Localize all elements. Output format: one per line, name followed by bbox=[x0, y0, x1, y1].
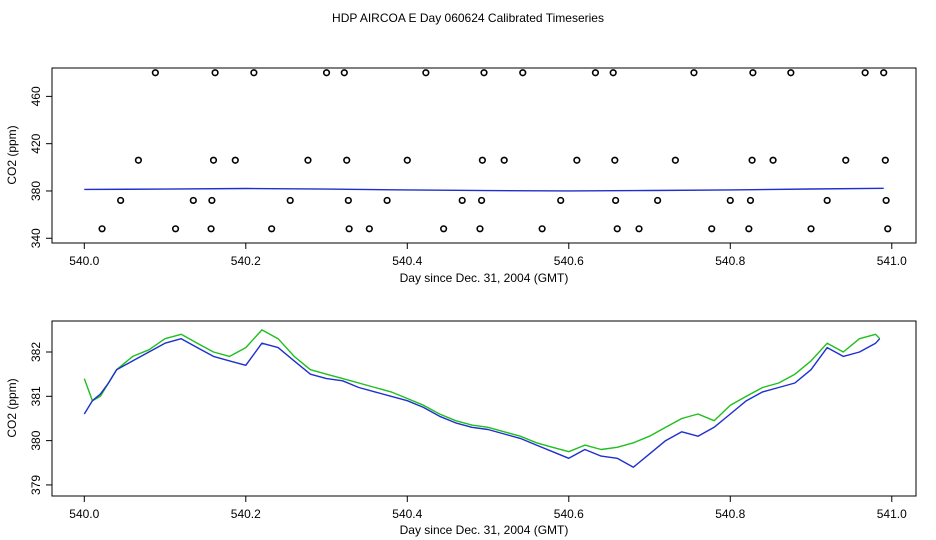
x-axis-bottom: 540.0 540.2 540.4 540.6 540.8 541.0 bbox=[69, 496, 907, 521]
data-point bbox=[842, 156, 850, 164]
data-point bbox=[635, 225, 643, 233]
data-point bbox=[745, 225, 753, 233]
data-point bbox=[609, 69, 617, 77]
data-point bbox=[171, 225, 180, 233]
data-point bbox=[654, 196, 662, 205]
x-tick-label: 540.2 bbox=[231, 507, 261, 521]
data-point bbox=[286, 196, 294, 205]
data-point bbox=[882, 196, 890, 205]
data-point bbox=[322, 69, 331, 77]
y-axis-label-bottom: CO2 (ppm) bbox=[5, 378, 19, 437]
y-tick-label: 379 bbox=[29, 475, 43, 495]
y-tick-label: 380 bbox=[29, 181, 43, 201]
x-tick-label: 540.4 bbox=[392, 507, 422, 521]
x-tick-label: 540.0 bbox=[69, 254, 99, 268]
x-tick-label: 540.8 bbox=[715, 254, 745, 268]
data-point bbox=[340, 69, 348, 77]
data-point bbox=[117, 196, 125, 205]
data-point bbox=[748, 156, 756, 164]
blue-series-line bbox=[83, 338, 881, 468]
green-series-line bbox=[83, 329, 881, 453]
data-point bbox=[807, 225, 815, 233]
panel-top: 540.0 540.2 540.4 540.6 540.8 541.0 340 380 420… bbox=[5, 67, 917, 285]
data-point bbox=[726, 196, 734, 205]
data-point bbox=[611, 156, 619, 164]
x-tick-label: 540.2 bbox=[231, 254, 261, 268]
data-point bbox=[476, 225, 484, 233]
x-tick-label: 540.6 bbox=[554, 254, 584, 268]
y-axis-top: 340 380 420 460 bbox=[29, 86, 52, 248]
data-point bbox=[383, 196, 391, 205]
data-point bbox=[422, 69, 430, 77]
data-point bbox=[207, 225, 215, 233]
blue-series-line bbox=[84, 187, 884, 192]
data-point bbox=[746, 196, 755, 205]
data-point bbox=[189, 196, 197, 205]
x-tick-label: 541.0 bbox=[877, 254, 907, 268]
y-tick-label: 381 bbox=[29, 386, 43, 406]
data-point bbox=[612, 196, 620, 205]
x-tick-label: 540.8 bbox=[715, 507, 745, 521]
data-point bbox=[690, 69, 698, 77]
data-point bbox=[151, 69, 159, 77]
data-point bbox=[538, 225, 546, 233]
data-point bbox=[671, 156, 679, 164]
y-tick-label: 420 bbox=[29, 133, 43, 153]
data-point bbox=[343, 156, 351, 164]
data-point bbox=[268, 225, 276, 233]
series-layer-bottom bbox=[83, 329, 881, 468]
data-point bbox=[477, 196, 486, 205]
plot-frame-top bbox=[51, 67, 917, 244]
data-point bbox=[345, 225, 353, 233]
x-tick-label: 540.0 bbox=[69, 507, 99, 521]
data-point bbox=[708, 225, 716, 233]
series-layer-top bbox=[84, 69, 892, 233]
data-point bbox=[250, 69, 258, 77]
data-point bbox=[344, 196, 352, 205]
data-point bbox=[480, 69, 488, 77]
data-point bbox=[823, 196, 831, 205]
x-axis-top: 540.0 540.2 540.4 540.6 540.8 541.0 bbox=[69, 243, 907, 268]
data-point bbox=[211, 69, 219, 77]
data-point bbox=[769, 156, 777, 164]
x-tick-label: 540.6 bbox=[554, 507, 584, 521]
data-point bbox=[304, 156, 312, 164]
data-point bbox=[458, 196, 466, 205]
data-point bbox=[573, 156, 581, 164]
y-tick-label: 460 bbox=[29, 86, 43, 106]
data-point bbox=[403, 156, 411, 164]
y-tick-label: 340 bbox=[29, 228, 43, 248]
data-point bbox=[787, 69, 795, 77]
data-point bbox=[557, 196, 565, 205]
data-point bbox=[519, 69, 527, 77]
data-point bbox=[478, 156, 486, 164]
data-point bbox=[208, 196, 216, 205]
x-axis-label-top: Day since Dec. 31, 2004 (GMT) bbox=[400, 271, 569, 285]
data-point bbox=[231, 156, 239, 164]
data-point bbox=[365, 225, 373, 233]
data-point bbox=[881, 156, 889, 164]
data-point bbox=[613, 225, 621, 233]
panel-bottom: 540.0 540.2 540.4 540.6 540.8 541.0 379 380 381… bbox=[5, 320, 917, 537]
data-point bbox=[880, 69, 888, 77]
data-point bbox=[500, 156, 508, 164]
y-axis-bottom: 379 380 381 382 bbox=[29, 342, 52, 495]
x-axis-label-bottom: Day since Dec. 31, 2004 (GMT) bbox=[400, 523, 569, 537]
plot-frame-bottom bbox=[51, 320, 917, 497]
data-point bbox=[98, 225, 106, 233]
data-point bbox=[134, 156, 142, 164]
y-tick-label: 382 bbox=[29, 342, 43, 362]
x-tick-label: 541.0 bbox=[877, 507, 907, 521]
x-tick-label: 540.4 bbox=[392, 254, 422, 268]
data-point bbox=[591, 69, 600, 77]
data-point bbox=[209, 156, 218, 164]
data-point bbox=[861, 69, 869, 77]
figure-title: HDP AIRCOA E Day 060624 Calibrated Times… bbox=[332, 11, 604, 25]
data-point bbox=[440, 225, 448, 233]
data-point bbox=[749, 69, 757, 77]
data-point bbox=[884, 225, 892, 233]
y-tick-label: 380 bbox=[29, 430, 43, 450]
y-axis-label-top: CO2 (ppm) bbox=[5, 125, 19, 184]
